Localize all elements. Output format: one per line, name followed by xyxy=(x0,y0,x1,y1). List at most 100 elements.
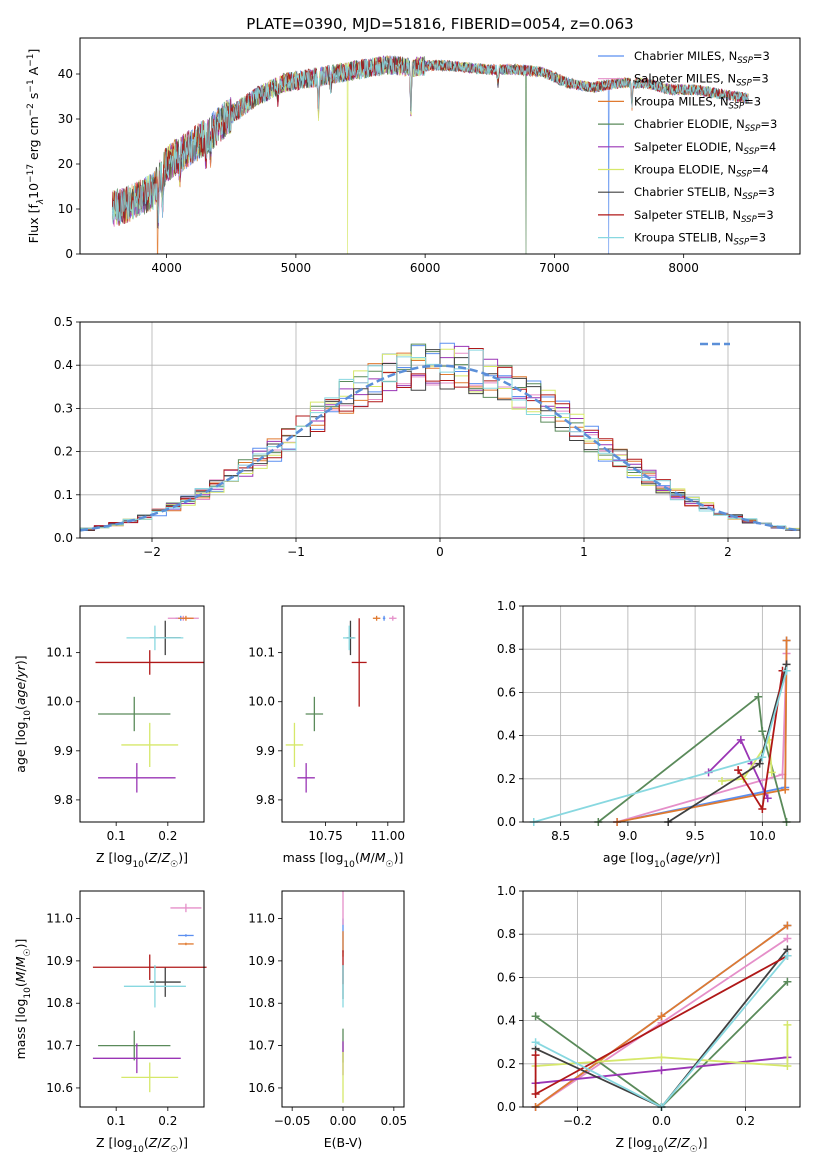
legend-label-tail: =3 xyxy=(757,208,774,222)
y-tick-label: 10.6 xyxy=(248,1081,275,1095)
x-tick-label: 10.75 xyxy=(308,829,342,843)
legend-label-sub: SSP xyxy=(744,147,760,157)
weight-point-marker xyxy=(718,776,727,785)
y-tick-label: 10.0 xyxy=(46,695,73,709)
age-vs-metallicity-panel: 0.1 0.2 9.8 9.9 10.0 10.1 Z [log10(Z/Z☉)] age [… xyxy=(13,605,205,870)
legend-label-sub: SSP xyxy=(736,170,752,180)
weight-point-marker xyxy=(763,794,772,803)
legend-label: Kroupa STELIB, NSSP=3 xyxy=(634,231,766,248)
y-tick-label: 9.9 xyxy=(54,744,73,758)
weight-point-marker xyxy=(782,666,791,675)
weight-series-line xyxy=(535,1024,789,1067)
y-tick-label: 10 xyxy=(58,202,73,216)
x-tick-label: 11.00 xyxy=(371,829,405,843)
weight-point-marker xyxy=(734,766,743,775)
weight-series-line xyxy=(533,670,788,823)
normal-curve xyxy=(80,364,800,532)
legend-label: Chabrier ELODIE, NSSP=3 xyxy=(634,117,777,134)
y-tick-label: 10.7 xyxy=(46,1039,73,1053)
weight-series-line xyxy=(597,695,788,823)
axes-frame xyxy=(522,605,801,823)
y-tick-label: 0.4 xyxy=(54,358,73,372)
legend-label-main: Chabrier ELODIE, N xyxy=(634,117,745,131)
x-tick-label: 1 xyxy=(580,545,588,559)
y-tick-label: 10.9 xyxy=(46,954,73,968)
y-tick-label: 0.4 xyxy=(497,1014,516,1028)
legend-label-main: Salpeter ELODIE, N xyxy=(634,140,744,154)
weight-point-marker xyxy=(758,805,767,814)
legend-label-sub: SSP xyxy=(742,192,758,202)
weight-point-marker xyxy=(783,1020,792,1029)
residuals-panel: −2 −1 0 1 2 0.0 0.1 0.2 0.3 0.4 0.5 xyxy=(54,315,801,559)
x-tick-label: −1 xyxy=(287,545,305,559)
x-tick-label: 2 xyxy=(724,545,732,559)
weight-point-marker xyxy=(531,1051,540,1060)
weight-point-marker xyxy=(736,735,745,744)
legend-label-tail: =3 xyxy=(758,185,775,199)
legend-label-sub: SSP xyxy=(734,238,750,248)
x-tick-label: 0.2 xyxy=(158,829,177,843)
legend-label: Salpeter STELIB, NSSP=3 xyxy=(634,208,774,225)
legend-label-sub: SSP xyxy=(737,56,753,66)
legend-label-main: Salpeter MILES, N xyxy=(634,72,736,86)
legend-label-tail: =4 xyxy=(759,140,776,154)
legend-label-main: Kroupa ELODIE, N xyxy=(634,163,736,177)
y-tick-label: 0.8 xyxy=(497,927,516,941)
histogram-series xyxy=(80,349,800,532)
y-tick-label: 30 xyxy=(58,112,73,126)
x-tick-label: 0.2 xyxy=(158,1114,177,1128)
y-tick-label: 9.8 xyxy=(256,793,275,807)
legend-label-tail: =3 xyxy=(749,231,766,245)
y-tick-label: 0.6 xyxy=(497,970,516,984)
y-tick-label: 0 xyxy=(65,247,73,261)
legend-label-main: Kroupa MILES, N xyxy=(634,94,729,108)
y-axis-label: mass [log10(M/M☉)] xyxy=(13,939,33,1060)
weight-point-marker xyxy=(531,1012,540,1021)
y-tick-label: 10.9 xyxy=(248,954,275,968)
weight-series-line xyxy=(707,738,769,799)
y-tick-label: 10.1 xyxy=(248,646,275,660)
spectrum-panel: 4000 5000 6000 7000 8000 0 10 20 30 40 Flux [fλ10−… xyxy=(26,37,801,275)
legend-label-tail: =4 xyxy=(752,163,769,177)
x-tick-label: 0.05 xyxy=(380,1114,407,1128)
weight-point-marker xyxy=(783,934,792,943)
legend-label: Salpeter MILES, NSSP=3 xyxy=(634,72,769,89)
y-tick-label: 9.9 xyxy=(256,744,275,758)
axes-frame xyxy=(79,605,205,823)
figure-title: PLATE=0390, MJD=51816, FIBERID=0054, z=0… xyxy=(246,15,633,33)
y-tick-label: 0.2 xyxy=(497,1057,516,1071)
x-tick-label: 0.1 xyxy=(107,1114,126,1128)
x-tick-label: 4000 xyxy=(151,261,182,275)
x-tick-label: 6000 xyxy=(410,261,441,275)
y-tick-label: 1.0 xyxy=(497,599,516,613)
x-axis-label: E(B-V) xyxy=(324,1135,363,1150)
legend-label-main: Salpeter STELIB, N xyxy=(634,208,741,222)
legend-label: Kroupa ELODIE, NSSP=4 xyxy=(634,163,769,180)
x-axis-label: Z [log10(Z/Z☉)] xyxy=(615,1135,707,1155)
legend-label: Kroupa MILES, NSSP=3 xyxy=(634,94,761,111)
x-axis-label: mass [log10(M/M☉)] xyxy=(283,850,404,870)
y-tick-label: 10.1 xyxy=(46,646,73,660)
y-tick-label: 0.8 xyxy=(497,642,516,656)
y-tick-label: 0.2 xyxy=(497,772,516,786)
y-tick-label: 10.0 xyxy=(248,695,275,709)
age-vs-mass-panel: 10.75 11.00 9.8 9.9 10.0 10.1 mass [log10(M/M☉… xyxy=(248,605,405,870)
y-tick-label: 0.2 xyxy=(54,445,73,459)
x-tick-label: 0.0 xyxy=(652,1114,671,1128)
y-tick-label: 10.7 xyxy=(248,1039,275,1053)
weight-point-marker xyxy=(783,951,792,960)
y-tick-label: 10.6 xyxy=(46,1081,73,1095)
legend-label-tail: =3 xyxy=(752,72,769,86)
x-tick-label: 0.2 xyxy=(736,1114,755,1128)
weight-point-marker xyxy=(531,1090,540,1099)
y-axis-label: age [log10(age/yr)] xyxy=(13,655,33,772)
x-axis-label: age [log10(age/yr)] xyxy=(603,850,720,870)
y-tick-label: 0.3 xyxy=(54,401,73,415)
x-tick-label: 0 xyxy=(436,545,444,559)
y-tick-label: 40 xyxy=(58,67,73,81)
y-tick-label: 0.5 xyxy=(54,315,73,329)
y-tick-label: 9.8 xyxy=(54,793,73,807)
x-tick-label: 5000 xyxy=(281,261,312,275)
y-tick-label: 11.0 xyxy=(46,912,73,926)
